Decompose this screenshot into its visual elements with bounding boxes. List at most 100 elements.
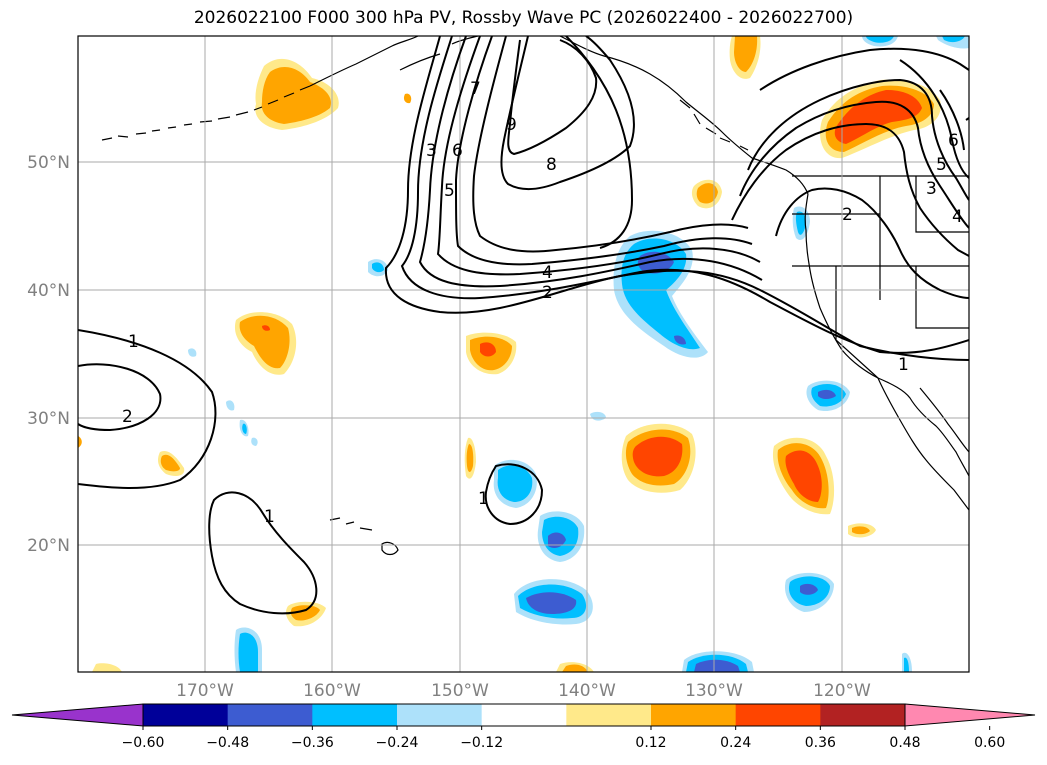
contour-label: 4 [952,207,963,227]
hawaii [329,517,399,556]
contour-east-3 [739,100,969,229]
contour-label: 6 [452,141,463,161]
anomaly-positive-small-3 [848,523,876,538]
baja-peninsula [877,377,969,511]
bc-islands [679,99,749,151]
contour-4 [436,36,761,276]
contour-label: 6 [948,131,959,151]
colorbar-tick-label: 0.48 [889,735,920,751]
anomaly-negative-offshore [613,230,708,358]
contour-ridge-1 [78,329,217,489]
colorbar-tick-label: 0.36 [805,735,836,751]
contour-9 [565,36,634,249]
contour-label: 5 [936,155,947,175]
latitude-label: 30°N [27,409,70,429]
aleutian-islands [101,85,311,141]
colorbar-swatch [143,704,229,726]
contour-east-6 [899,59,969,179]
longitude-labels: 170°W 160°W 150°W 140°W 130°W 120°W [176,681,871,701]
latitude-label: 20°N [27,536,70,556]
longitude-label: 130°W [685,681,743,701]
contour-label: 3 [926,179,937,199]
contour-6 [472,36,749,253]
colorbar-swatch [227,704,313,726]
colorbar-extend-max [904,703,1036,727]
contour-label: 8 [546,155,557,175]
anomaly-positive-midpacific-1 [234,312,297,375]
contour-east-5 [775,187,969,299]
colorbar-swatch [566,704,652,726]
anomaly-positive-alaska [255,58,339,130]
contour-5 [454,36,753,266]
longitude-label: 170°W [176,681,234,701]
anomaly-positive-subtropic-1 [621,423,696,493]
us-states-borders [792,176,969,379]
anomaly-negative-small-3 [806,380,850,412]
contour-label: 1 [264,507,275,527]
colorbar-swatch [397,704,483,726]
colorbar-tick-label: −0.48 [206,735,249,751]
contour-label: 1 [898,355,909,375]
anomaly-negative-small-1 [368,259,388,277]
colorbar-swatches [11,703,1036,727]
gridlines [78,36,969,672]
colorbar-tick-label: 0.60 [974,735,1005,751]
contour-label: 9 [506,115,517,135]
anomaly-negative-subtropic-4 [784,572,834,612]
anomaly-negative-bottom [234,627,912,672]
contour-8 [507,39,598,156]
contour-label: 2 [542,283,553,303]
contour-label: 1 [478,489,489,509]
contour-east-4 [731,122,969,257]
colorbar-tick-label: 0.12 [635,735,666,751]
pv-anomaly-shading [78,36,969,672]
anomaly-negative-small-2 [792,206,810,241]
contour-label: 1 [128,332,139,352]
colorbar-swatch [820,704,906,726]
colorbar-swatch [651,704,737,726]
longitude-label: 140°W [558,681,616,701]
colorbar-tick-label: −0.36 [291,735,334,751]
contour-label: 7 [470,79,481,99]
gulf-of-california [919,387,969,453]
anomaly-positive-midpacific-4 [464,437,476,479]
latitude-label: 50°N [27,153,70,173]
anomaly-positive-bottom [78,436,594,672]
anomaly-negative-subtropic-1 [493,459,537,508]
colorbar-swatch [312,704,398,726]
contour-closed-1 [208,491,318,615]
contour-east-1 [759,47,969,91]
contour-label-group: 1 2 1 3 6 5 7 9 8 4 2 1 2 6 5 3 4 1 [122,79,963,527]
alaska-peninsula [309,36,419,87]
contour-small-loop [484,463,544,526]
contour-label: 3 [426,141,437,161]
anomaly-negative-subtropic-3 [514,579,593,625]
colorbar-tick-label: −0.12 [460,735,503,751]
colorbar-ticks [142,726,991,730]
anomaly-negative-subtropic-2 [537,511,585,562]
colorbar-extend-min [11,703,144,727]
contour-ridge-2 [78,363,162,432]
colorbar-swatch [481,704,567,726]
contour-7 [500,36,635,190]
anomaly-positive-southwest [286,601,326,627]
anomaly-negative-small-4 [188,348,606,446]
longitude-label: 160°W [303,681,361,701]
colorbar-tick-label: 0.24 [720,735,751,751]
coastlines [101,36,969,556]
latitude-label: 40°N [27,281,70,301]
colorbar-swatch [735,704,821,726]
map-title: 2026022100 F000 300 hPa PV, Rossby Wave … [193,8,854,28]
anomaly-negative-north [862,36,969,49]
anomaly-positive-subtropic-2 [772,437,835,515]
us-west-coast [804,193,969,477]
contour-label: 2 [122,407,133,427]
contour-east-2 [747,78,969,201]
contour-label: 5 [444,181,455,201]
longitude-label: 150°W [431,681,489,701]
anomaly-positive-midpacific-3 [158,450,185,476]
colorbar-tick-label: −0.24 [376,735,419,751]
colorbar-tick-labels: −0.60 −0.48 −0.36 −0.24 −0.12 0.12 0.24 … [122,735,1006,751]
anomaly-positive-midpacific-2 [466,332,517,375]
